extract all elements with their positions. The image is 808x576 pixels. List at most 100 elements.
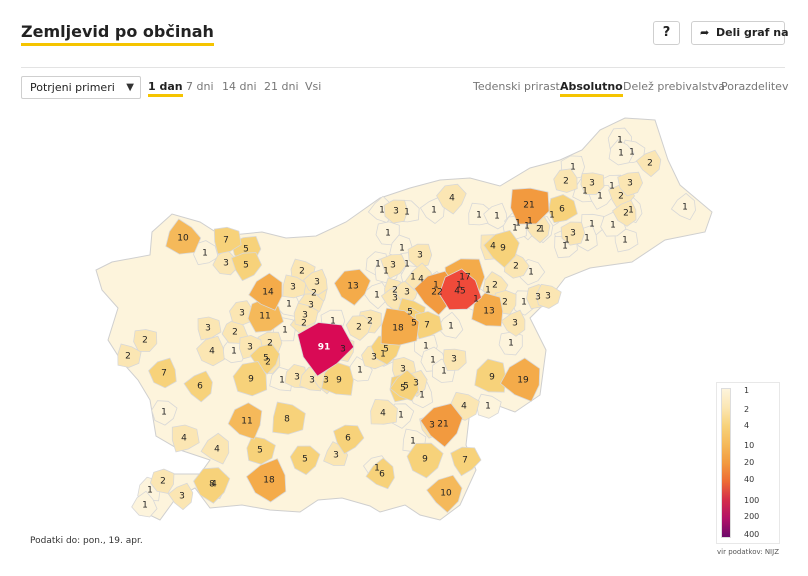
municipality-region[interactable] [370,398,398,425]
municipality-region[interactable] [227,402,263,440]
municipality-region[interactable] [131,490,158,518]
municipality-value-label: 2 [563,177,569,187]
municipality-region[interactable] [617,171,644,197]
tab-mode-delez-prebivalstva[interactable]: Delež prebivalstva [623,80,726,93]
metric-select[interactable]: Potrjeni primeri ▼ [21,76,141,99]
municipality-region[interactable] [442,348,467,372]
municipality-value-label: 4 [181,434,187,444]
municipality-value-label: 4 [209,347,215,357]
municipality-region[interactable] [167,482,194,511]
municipality-region[interactable] [483,229,520,269]
tab-period-14-dni[interactable]: 14 dni [222,80,257,93]
municipality-region[interactable] [419,403,463,448]
municipality-region[interactable] [171,424,200,453]
municipality-value-label: 4 [211,480,217,490]
municipality-region[interactable] [536,283,562,309]
municipality-region[interactable] [611,199,637,227]
help-button[interactable]: ? [653,21,680,45]
municipality-region[interactable] [151,400,178,426]
tab-period-21-dni[interactable]: 21 dni [264,80,299,93]
municipality-value-label: 18 [263,476,275,486]
municipality-region[interactable] [183,370,213,403]
tab-mode-porazdelitev[interactable]: Porazdelitev [721,80,789,93]
municipality-region[interactable] [580,172,605,195]
municipality-region[interactable] [474,358,507,393]
tab-mode-absolutno[interactable]: Absolutno [560,80,623,97]
municipality-region[interactable] [380,307,420,346]
municipality-region[interactable] [321,361,354,396]
municipality-value-label: 7 [424,321,430,331]
municipality-region[interactable] [200,432,230,465]
share-button[interactable]: ➦ Deli graf na [691,21,789,45]
municipality-region[interactable] [670,192,696,221]
municipality-region[interactable] [246,435,276,465]
municipality-region[interactable] [193,467,231,504]
municipality-region[interactable] [230,252,263,282]
municipality-value-label: 1 [622,236,628,246]
municipality-value-label: 4 [418,275,424,285]
municipality-region[interactable] [197,316,222,341]
municipality-region[interactable] [117,343,142,368]
tab-mode-tedenski-prirast[interactable]: Tedenski prirast [473,80,560,93]
municipality-region[interactable] [476,393,502,419]
tab-period-7-dni[interactable]: 7 dni [186,80,214,93]
municipality-region[interactable] [450,446,482,477]
municipality-region[interactable] [383,199,409,224]
municipality-region[interactable] [438,268,482,311]
municipality-region[interactable] [510,187,550,225]
municipality-region[interactable] [407,243,433,268]
municipality-region[interactable] [248,272,283,311]
municipality-region[interactable] [148,357,177,389]
municipality-region[interactable] [293,302,319,328]
municipality-region[interactable] [471,292,504,327]
municipality-region[interactable] [375,221,400,246]
municipality-value-label: 3 [404,288,410,298]
municipality-region[interactable] [436,183,467,215]
municipality-value-label: 1 [485,286,491,296]
municipality-region[interactable] [345,315,373,341]
municipality-value-label: 2 [232,328,238,338]
municipality-region[interactable] [499,357,541,402]
municipality-region[interactable] [272,401,306,435]
legend-label: 4 [744,421,750,430]
municipality-region[interactable] [297,322,355,377]
municipality-value-label: 9 [336,376,342,386]
municipality-region[interactable] [635,149,662,178]
tab-period-1-dan[interactable]: 1 dan [148,80,183,97]
municipality-region[interactable] [426,474,463,514]
municipality-value-label: 1 [562,242,568,252]
municipality-value-label: 19 [517,376,529,386]
municipality-region[interactable] [245,458,287,503]
municipality-region[interactable] [500,309,526,337]
municipality-region[interactable] [365,457,395,490]
municipality-region[interactable] [498,331,523,356]
municipality-region[interactable] [553,168,578,193]
municipality-region[interactable] [380,253,407,279]
municipality-region[interactable] [165,218,202,255]
municipality-region[interactable] [333,268,371,306]
municipality-region[interactable] [560,221,586,246]
municipality-region[interactable] [608,139,635,166]
municipality-value-label: 5 [243,261,249,271]
municipality-region[interactable] [483,202,508,230]
municipality-region[interactable] [406,442,444,479]
municipality-value-label: 1 [515,219,521,229]
municipality-region[interactable] [212,248,239,276]
municipality-value-label: 3 [570,229,576,239]
municipality-region[interactable] [289,445,321,476]
municipality-value-label: 2 [299,267,305,277]
municipality-region[interactable] [333,424,365,455]
municipality-region[interactable] [133,329,158,353]
municipality-value-label: 5 [257,446,263,456]
municipality-value-label: 2 [160,477,166,487]
municipality-region[interactable] [149,468,175,494]
municipality-region[interactable] [548,194,578,224]
municipality-region[interactable] [232,361,268,397]
municipality-value-label: 1 [512,224,518,234]
municipality-region[interactable] [389,369,420,402]
municipality-value-label: 11 [259,312,270,322]
municipality-region[interactable] [249,343,280,375]
municipality-region[interactable] [213,226,242,255]
tab-period-vsi[interactable]: Vsi [305,80,322,93]
municipality-region[interactable] [196,335,225,367]
